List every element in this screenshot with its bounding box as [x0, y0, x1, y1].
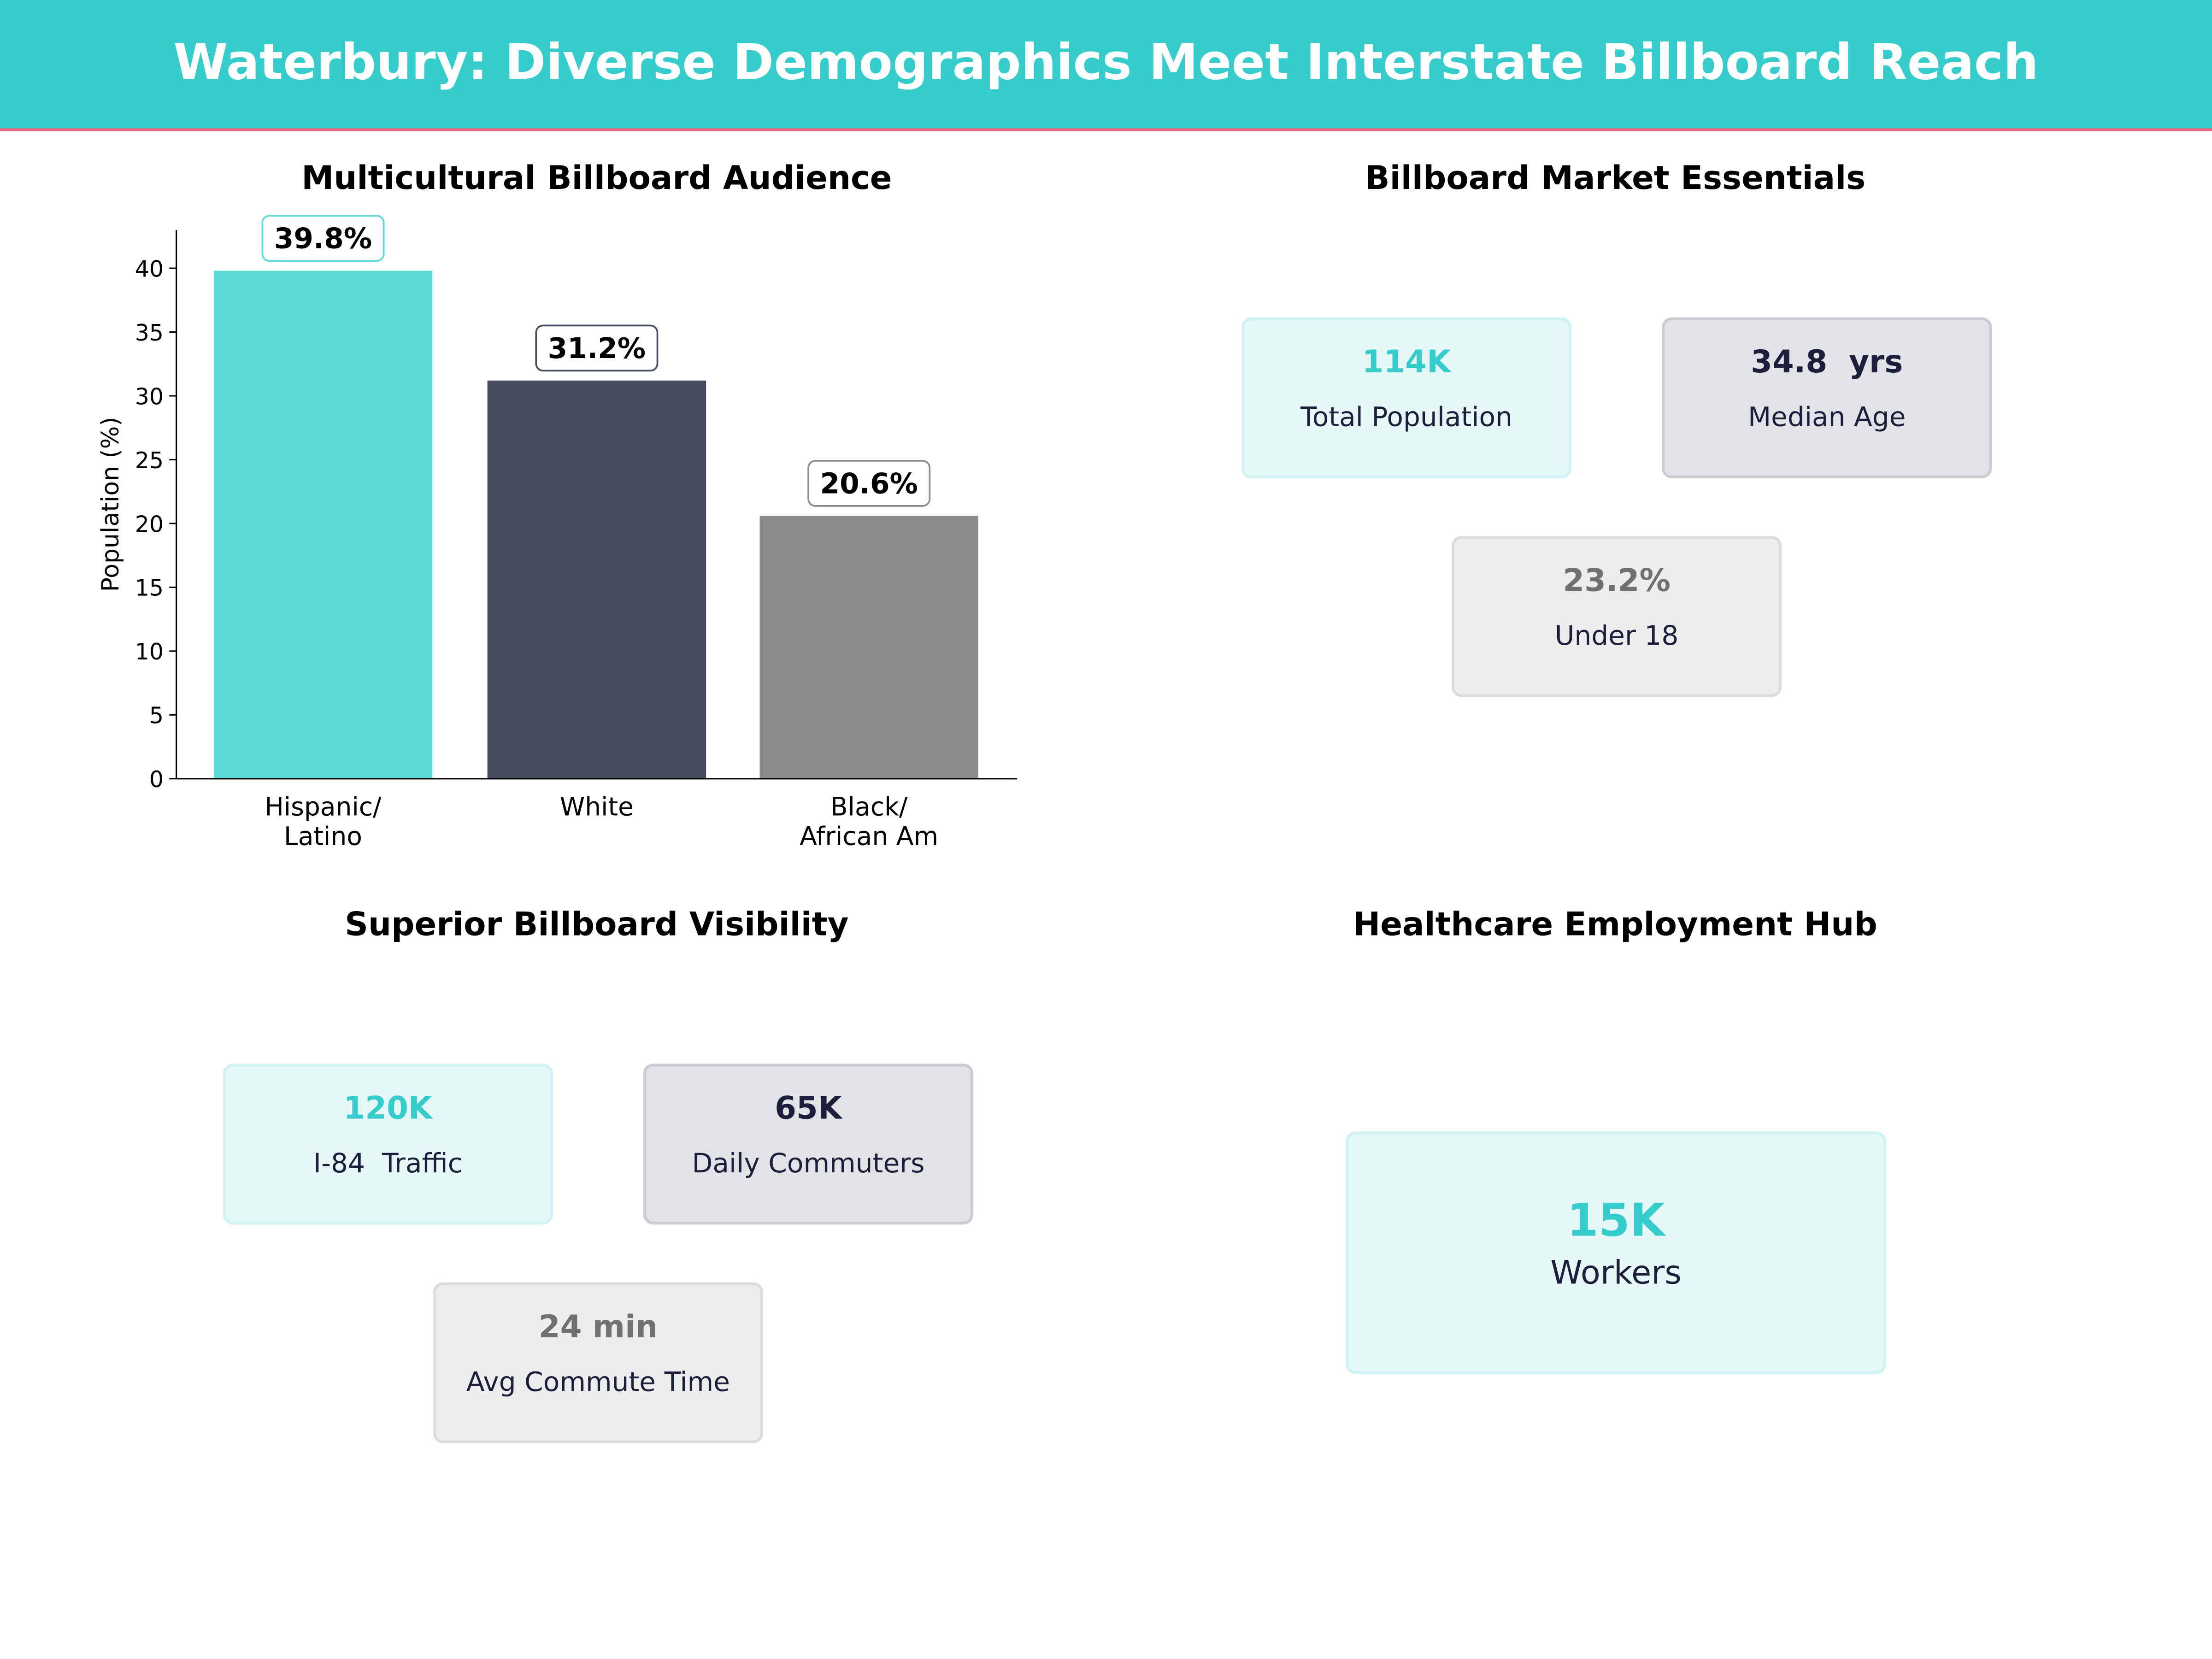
market-title: Billboard Market Essentials	[1365, 160, 1866, 198]
chart-title: Multicultural Billboard Audience	[301, 160, 892, 198]
card-value: 24 min	[538, 1310, 658, 1346]
card-i84-traffic: 120K I-84 Traffic	[223, 1064, 553, 1225]
data-label: 39.8%	[274, 223, 372, 255]
card-healthcare-workers: 15K Workers	[1346, 1131, 1886, 1374]
card-total-population: 114K Total Population	[1241, 317, 1572, 478]
y-tick-label: 20	[135, 511, 164, 537]
y-tick-label: 30	[135, 383, 164, 410]
y-tick-label: 5	[149, 703, 164, 729]
card-under-18: 23.2% Under 18	[1451, 536, 1782, 697]
y-tick-label: 40	[135, 256, 164, 282]
y-tick-label: 0	[149, 766, 164, 793]
card-daily-commuters: 65K Daily Commuters	[643, 1064, 974, 1225]
x-tick-label: Black/	[830, 792, 908, 821]
card-value: 114K	[1362, 345, 1451, 381]
data-label-box	[261, 215, 385, 262]
visibility-title: Superior Billboard Visibility	[345, 907, 849, 944]
data-label-box	[535, 324, 659, 372]
y-tick-label: 25	[135, 447, 164, 474]
page-title: Waterbury: Diverse Demographics Meet Int…	[173, 35, 2039, 92]
card-value: 23.2%	[1563, 564, 1671, 600]
data-label: 31.2%	[548, 332, 646, 365]
card-label: Daily Commuters	[692, 1148, 925, 1180]
card-value: 15K	[1567, 1193, 1665, 1247]
x-tick-label: Hispanic/	[265, 792, 382, 821]
card-label: Total Population	[1300, 402, 1512, 433]
card-value: 120K	[343, 1092, 433, 1127]
header-banner: Waterbury: Diverse Demographics Meet Int…	[0, 0, 2212, 131]
y-axis-label: Population (%)	[97, 417, 124, 592]
card-value: 65K	[775, 1092, 842, 1127]
data-label-box	[807, 460, 931, 507]
bar-chart: 39.8% Hispanic/Latino 31.2% White 20.6% Black…	[97, 215, 1018, 851]
x-tick-label: White	[560, 792, 634, 821]
card-label: Median Age	[1747, 402, 1906, 433]
bar	[487, 380, 706, 779]
bar	[213, 271, 433, 779]
card-label: Avg Commute Time	[466, 1367, 730, 1398]
data-label: 20.6%	[820, 467, 918, 500]
bar	[759, 516, 978, 779]
card-avg-commute: 24 min Avg Commute Time	[433, 1282, 764, 1443]
card-label: I-84 Traffic	[313, 1148, 463, 1180]
healthcare-title: Healthcare Employment Hub	[1353, 907, 1877, 944]
x-tick-label: African Am	[800, 822, 938, 851]
card-label: Under 18	[1554, 620, 1679, 652]
x-tick-label: Latino	[284, 822, 362, 851]
y-tick-label: 15	[135, 575, 164, 601]
y-tick-label: 10	[135, 639, 164, 665]
card-label: Workers	[1550, 1255, 1682, 1293]
y-tick-label: 35	[135, 320, 164, 346]
card-value: 34.8 yrs	[1751, 345, 1903, 381]
card-median-age: 34.8 yrs Median Age	[1662, 317, 1992, 478]
